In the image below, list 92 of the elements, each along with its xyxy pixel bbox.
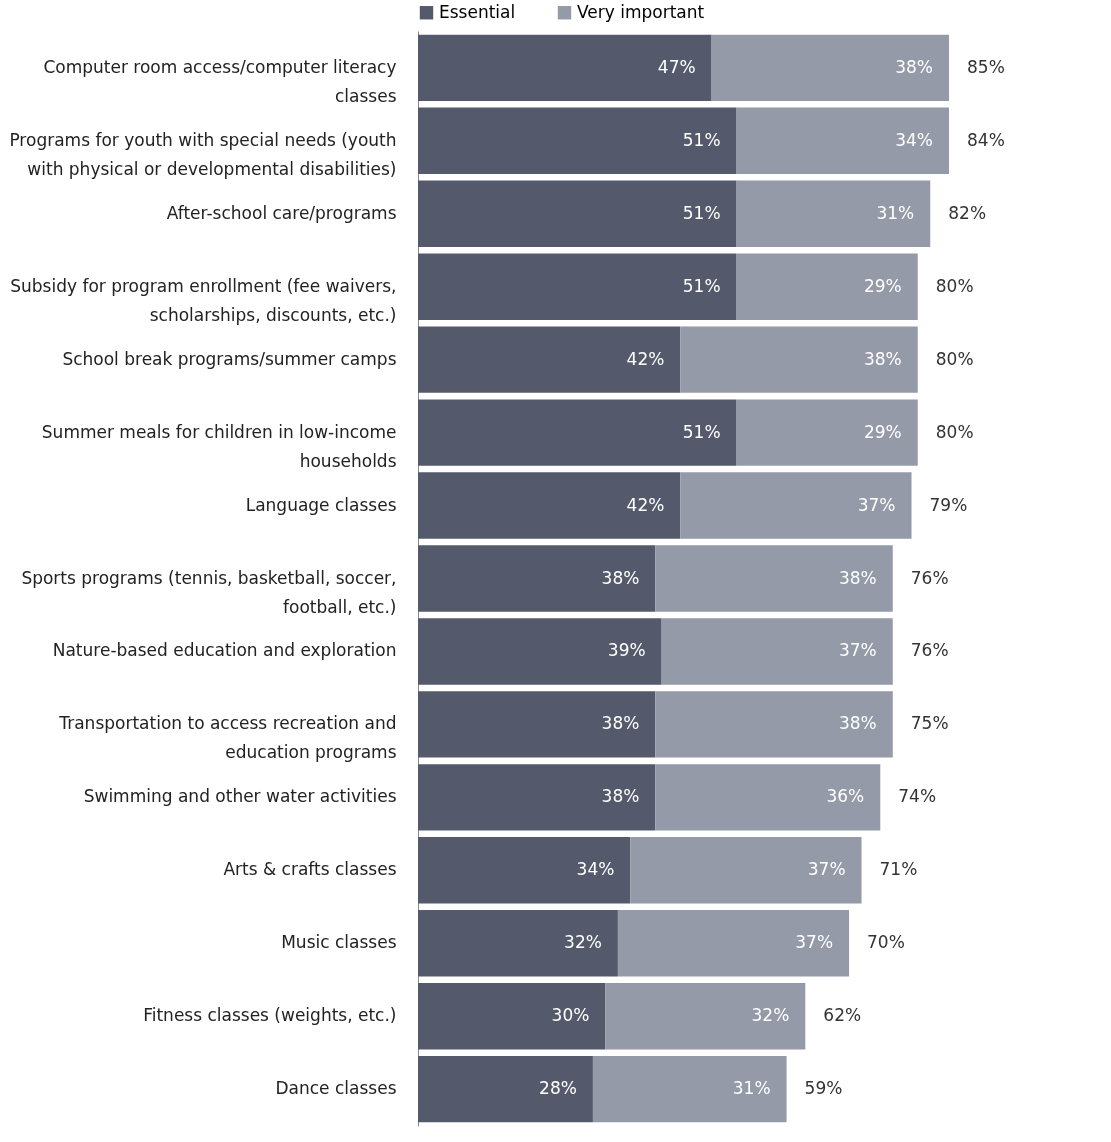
y-tick-label: Transportation to access recreation and education programs [58,713,397,763]
bar [736,107,949,174]
y-tick-label: Computer room access/computer literacy classes [43,56,397,106]
y-tick-label: Summer meals for children in low-income households [41,421,397,471]
bar [418,399,737,466]
data-label: 42% [626,494,665,515]
total-label: 75% [910,713,949,734]
bar [418,837,631,904]
y-tick-label: Fitness classes (weights, etc.) [143,1005,397,1026]
bar [630,837,862,904]
bar [418,107,737,174]
legend-label: Essential [439,1,516,22]
bar [736,180,931,247]
bar [711,34,949,102]
total-label: 80% [935,275,974,296]
bar [418,253,737,320]
bar [605,983,806,1050]
total-label: 80% [935,421,974,442]
data-label: 32% [751,1005,790,1026]
data-label: 28% [539,1078,577,1099]
bar [592,1055,787,1123]
total-label: 80% [935,348,974,369]
data-label: 38% [863,348,902,369]
bar [655,764,881,831]
y-tick-label: Sports programs (tennis, basketball, soccer, football, etc.) [21,567,397,617]
data-label: 30% [551,1005,590,1026]
data-label: 42% [626,348,665,369]
bar [736,253,918,320]
data-label: 51% [682,421,721,442]
bar [418,691,656,758]
data-label: 38% [601,713,640,734]
bar [418,34,712,102]
data-label: 38% [601,567,640,588]
bar [418,764,656,831]
y-tick-label: Nature-based education and exploration [52,640,397,661]
data-label: 47% [657,56,696,77]
data-label: 39% [607,640,646,661]
data-label: 29% [863,275,902,296]
data-label: 31% [876,202,915,223]
legend-label: Very important [577,1,705,22]
total-label: 79% [929,494,968,515]
y-tick-label: Dance classes [275,1078,397,1099]
y-tick-label: School break programs/summer camps [62,348,397,369]
total-label: 71% [879,859,918,880]
data-label: 34% [576,859,615,880]
data-label: 51% [682,202,721,223]
bar [418,910,618,977]
y-tick-label: Language classes [245,494,397,515]
data-label: 37% [857,494,896,515]
data-label: 38% [895,56,933,77]
bar [418,545,656,612]
data-label: 38% [838,713,877,734]
total-label: 74% [898,786,937,807]
total-label: 62% [823,1005,862,1026]
total-label: 84% [967,129,1005,150]
data-label: 37% [795,932,834,953]
total-label: 85% [967,56,1005,77]
data-label: 51% [682,275,721,296]
data-label: 51% [682,129,721,150]
y-tick-label: Music classes [281,932,397,953]
total-label: 76% [910,567,949,588]
bar [418,326,681,393]
total-label: 70% [867,932,905,953]
total-label: 59% [804,1078,843,1099]
data-label: 37% [807,859,846,880]
bar [418,1055,593,1123]
bar [418,472,681,539]
bar [418,983,606,1050]
y-tick-label: Arts & crafts classes [223,859,397,880]
y-tick-label: Swimming and other water activities [83,786,397,807]
data-label: 38% [838,567,877,588]
bar [655,691,893,758]
data-label: 37% [838,640,877,661]
data-label: 34% [895,129,933,150]
bar [736,399,918,466]
y-tick-label: After-school care/programs [166,202,397,223]
total-label: 82% [948,202,987,223]
bar [617,910,850,977]
data-label: 36% [826,786,865,807]
bar [661,618,893,685]
bar [680,472,912,539]
bar [680,326,918,393]
data-label: 32% [564,932,602,953]
total-label: 76% [910,640,949,661]
bar [418,180,737,247]
y-tick-label: Subsidy for program enrollment (fee waivers, scholarships, discounts, etc.) [10,275,397,325]
bar [418,618,662,685]
bar [655,545,893,612]
y-tick-label: Programs for youth with special needs (youth with physical or developmental disabilities) [9,129,397,179]
data-label: 31% [732,1078,771,1099]
data-label: 29% [863,421,902,442]
data-label: 38% [601,786,640,807]
